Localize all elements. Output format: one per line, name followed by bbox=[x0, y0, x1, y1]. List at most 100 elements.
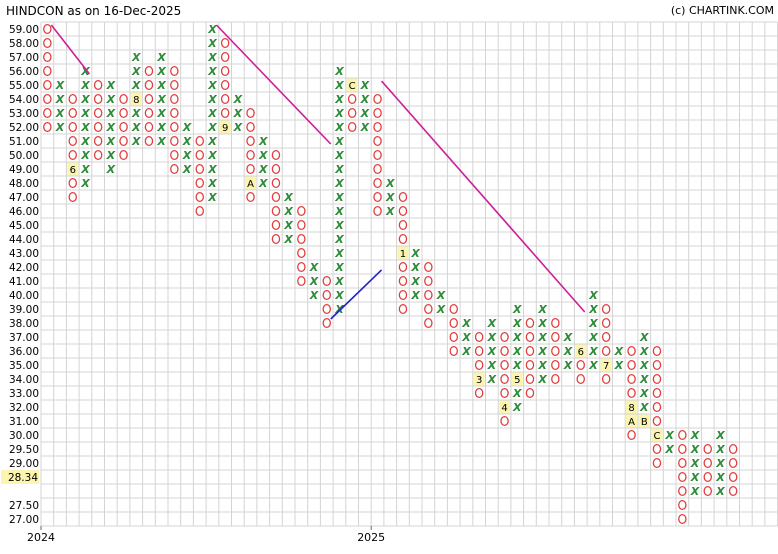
o-mark bbox=[195, 191, 204, 203]
o-mark bbox=[449, 331, 458, 343]
o-mark bbox=[703, 443, 713, 455]
o-mark bbox=[500, 345, 509, 357]
o-mark bbox=[322, 317, 331, 329]
y-tick-label-left: 57.00 bbox=[9, 52, 39, 64]
x-mark: X bbox=[156, 65, 166, 78]
month-marker: 1 bbox=[400, 249, 406, 260]
year-axis: 2024 2025 bbox=[27, 526, 385, 544]
o-mark bbox=[373, 107, 382, 119]
x-mark: X bbox=[385, 205, 395, 218]
o-mark bbox=[500, 373, 509, 385]
x-mark: X bbox=[537, 331, 547, 344]
o-mark bbox=[93, 107, 103, 119]
x-mark: X bbox=[55, 121, 65, 134]
o-mark bbox=[601, 373, 611, 385]
o-mark bbox=[576, 373, 586, 385]
month-marker-bg bbox=[511, 372, 523, 386]
x-mark: X bbox=[207, 149, 217, 162]
o-mark bbox=[652, 373, 662, 385]
x-mark: X bbox=[512, 303, 522, 316]
x-mark: X bbox=[106, 135, 116, 148]
o-mark bbox=[195, 205, 204, 217]
x-mark: X bbox=[80, 65, 90, 78]
x-mark: X bbox=[182, 149, 192, 162]
x-mark: X bbox=[233, 121, 243, 134]
o-mark bbox=[170, 93, 179, 105]
x-mark: X bbox=[639, 387, 649, 400]
x-mark: X bbox=[461, 345, 471, 358]
y-tick-label-left: 37.00 bbox=[9, 332, 39, 344]
y-tick-label-left: 32.00 bbox=[9, 402, 39, 414]
y-tick-label-left: 34.00 bbox=[9, 374, 39, 386]
x-mark: X bbox=[207, 121, 217, 134]
o-mark bbox=[449, 317, 458, 329]
x-mark: X bbox=[55, 107, 65, 120]
o-mark bbox=[246, 163, 255, 175]
o-mark bbox=[93, 121, 103, 133]
x-mark: X bbox=[334, 149, 344, 162]
o-mark bbox=[373, 205, 382, 217]
x-mark: X bbox=[487, 373, 497, 386]
o-mark bbox=[551, 359, 560, 371]
o-mark bbox=[703, 471, 713, 483]
y-tick-label-left: 43.00 bbox=[9, 248, 39, 260]
x-mark: X bbox=[182, 121, 192, 134]
x-mark: X bbox=[80, 177, 90, 190]
x-mark: X bbox=[563, 331, 573, 344]
o-mark bbox=[703, 485, 713, 497]
o-mark bbox=[119, 121, 128, 133]
y-tick-label-left: 27.50 bbox=[9, 500, 39, 512]
x-mark: X bbox=[334, 205, 344, 218]
x-mark: X bbox=[461, 331, 471, 344]
o-mark bbox=[474, 345, 484, 357]
o-mark bbox=[347, 121, 357, 133]
x-mark: X bbox=[309, 289, 319, 302]
month-marker-bg bbox=[219, 120, 231, 134]
o-mark bbox=[424, 261, 433, 273]
o-mark bbox=[373, 163, 382, 175]
o-mark bbox=[398, 261, 408, 273]
month-marker: 5 bbox=[514, 375, 520, 386]
x-mark: X bbox=[309, 275, 319, 288]
o-mark bbox=[246, 149, 255, 161]
x-mark: X bbox=[690, 485, 700, 498]
o-mark bbox=[119, 135, 128, 147]
x-mark: X bbox=[334, 93, 344, 106]
x-mark: X bbox=[639, 331, 649, 344]
o-mark bbox=[398, 233, 408, 245]
x-mark: X bbox=[690, 429, 700, 442]
x-mark: X bbox=[690, 471, 700, 484]
o-mark bbox=[678, 485, 687, 497]
x-mark: X bbox=[309, 261, 319, 274]
month-marker-bg bbox=[346, 78, 358, 92]
x-mark: X bbox=[715, 471, 725, 484]
o-mark bbox=[322, 289, 331, 301]
x-mark: X bbox=[588, 331, 598, 344]
o-mark bbox=[500, 331, 509, 343]
o-mark bbox=[474, 387, 484, 399]
o-mark bbox=[119, 107, 128, 119]
o-mark bbox=[500, 387, 509, 399]
o-mark bbox=[601, 303, 611, 315]
o-mark bbox=[68, 135, 78, 147]
y-tick-label-left: 30.00 bbox=[9, 430, 39, 442]
y-tick-label-left: 52.00 bbox=[9, 122, 39, 134]
o-mark bbox=[68, 93, 78, 105]
o-mark bbox=[728, 457, 738, 469]
x-mark: X bbox=[207, 93, 217, 106]
o-mark bbox=[119, 149, 128, 161]
o-mark bbox=[271, 233, 281, 245]
x-mark: X bbox=[258, 163, 268, 176]
x-mark: X bbox=[614, 345, 624, 358]
month-marker-bg bbox=[575, 344, 587, 358]
x-mark: X bbox=[410, 247, 420, 260]
o-mark bbox=[43, 51, 52, 63]
o-mark bbox=[373, 191, 382, 203]
o-mark bbox=[93, 93, 103, 105]
o-mark bbox=[144, 65, 154, 77]
y-tick-label-left: 54.00 bbox=[9, 94, 39, 106]
x-mark: X bbox=[106, 121, 116, 134]
o-mark bbox=[170, 163, 179, 175]
x-mark: X bbox=[512, 331, 522, 344]
o-mark bbox=[398, 191, 408, 203]
